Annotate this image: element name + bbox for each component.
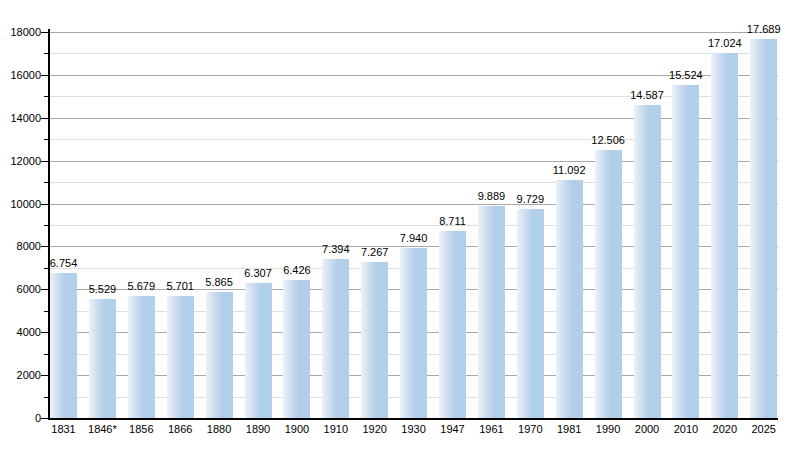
y-axis-tick [41, 204, 48, 205]
bar [478, 206, 505, 418]
x-axis-tick-label: 1856 [129, 424, 153, 435]
bar [206, 292, 233, 418]
bar-value-label: 17.689 [747, 24, 781, 35]
x-axis-tick-label: 1890 [246, 424, 270, 435]
y-axis-label: 6000 [17, 284, 41, 295]
gridline [48, 204, 778, 205]
gridline [48, 96, 778, 97]
bar [361, 262, 388, 418]
bar [634, 105, 661, 418]
bar-value-label: 9.889 [478, 191, 506, 202]
x-axis [48, 418, 778, 420]
bar-value-label: 5.701 [166, 281, 194, 292]
gridline [48, 118, 778, 119]
y-axis-tick [44, 96, 48, 97]
gridline [48, 225, 778, 226]
bar-value-label: 7.940 [400, 233, 428, 244]
y-axis-label: 2000 [17, 370, 41, 381]
bar-value-label: 6.426 [283, 265, 311, 276]
gridline [48, 32, 778, 33]
y-axis-label: 18000 [10, 27, 41, 38]
x-axis-tick-label: 1831 [51, 424, 75, 435]
y-axis-tick [44, 182, 48, 183]
y-axis-label: 8000 [17, 241, 41, 252]
bar-value-label: 14.587 [630, 90, 664, 101]
x-axis-tick-label: 1981 [557, 424, 581, 435]
bar-value-label: 5.529 [89, 284, 117, 295]
bar [517, 209, 544, 418]
y-axis-tick [41, 332, 48, 333]
plot-area: 0200040006000800010000120001400016000180… [48, 32, 778, 418]
y-axis-tick [44, 139, 48, 140]
bar [400, 248, 427, 418]
x-axis-tick-label: 1930 [401, 424, 425, 435]
gridline [48, 139, 778, 140]
population-bar-chart: 0 2000 4000 6000 8000 10000 12000 14000 16000 180… [0, 0, 800, 450]
y-axis [48, 29, 50, 420]
bar [595, 150, 622, 418]
bar-value-label: 9.729 [517, 194, 545, 205]
x-axis-tick-label: 1961 [479, 424, 503, 435]
bar [89, 299, 116, 418]
gridline [48, 161, 778, 162]
bar [556, 180, 583, 418]
bar [711, 53, 738, 418]
x-axis-tick-label: 1866 [168, 424, 192, 435]
bar [672, 85, 699, 418]
x-axis-tick-label: 2010 [674, 424, 698, 435]
bar [167, 296, 194, 418]
y-axis-label: 16000 [10, 69, 41, 80]
y-axis-tick [44, 53, 48, 54]
y-axis-tick [44, 354, 48, 355]
y-axis-tick [44, 397, 48, 398]
x-axis-tick-label: 1920 [362, 424, 386, 435]
bar [322, 259, 349, 418]
x-axis-tick-label: 1947 [440, 424, 464, 435]
bar [283, 280, 310, 418]
bar-value-label: 8.711 [439, 216, 466, 227]
x-axis-tick-label: 2000 [635, 424, 659, 435]
bar-value-label: 17.024 [708, 38, 742, 49]
bar [245, 283, 272, 418]
y-axis-tick [41, 118, 48, 119]
bar [128, 296, 155, 418]
y-axis-label: 0 [35, 413, 41, 424]
y-axis-tick [44, 311, 48, 312]
bar [439, 231, 466, 418]
bar [50, 273, 77, 418]
y-axis-label: 14000 [10, 112, 41, 123]
y-axis-tick [41, 75, 48, 76]
bar-value-label: 15.524 [669, 70, 703, 81]
bar-value-label: 5.865 [205, 277, 233, 288]
x-axis-tick-label: 1900 [285, 424, 309, 435]
y-axis-tick [41, 375, 48, 376]
y-axis-tick [41, 418, 48, 419]
y-axis-label: 12000 [10, 155, 41, 166]
x-axis-tick-label: 2025 [751, 424, 775, 435]
y-axis-tick [44, 225, 48, 226]
y-axis-tick [44, 268, 48, 269]
gridline [48, 182, 778, 183]
x-axis-tick-label: 1990 [596, 424, 620, 435]
y-axis-label: 10000 [10, 198, 41, 209]
bar-value-label: 7.394 [322, 244, 350, 255]
bar-value-label: 11.092 [553, 165, 586, 176]
bar [750, 39, 777, 418]
y-axis-label: 4000 [17, 327, 41, 338]
x-axis-tick-label: 2020 [713, 424, 737, 435]
gridline [48, 53, 778, 54]
x-axis-tick-label: 1970 [518, 424, 542, 435]
bar-value-label: 7.267 [361, 247, 389, 258]
bar-value-label: 5.679 [128, 281, 156, 292]
bar-value-label: 6.754 [50, 258, 78, 269]
y-axis-tick [41, 32, 48, 33]
x-axis-tick-label: 1910 [324, 424, 348, 435]
x-axis-tick-label: 1846* [88, 424, 117, 435]
bar-value-label: 12.506 [591, 135, 625, 146]
bar-value-label: 6.307 [244, 268, 272, 279]
y-axis-tick [41, 161, 48, 162]
y-axis-tick [41, 289, 48, 290]
y-axis-tick [41, 246, 48, 247]
x-axis-tick-label: 1880 [207, 424, 231, 435]
